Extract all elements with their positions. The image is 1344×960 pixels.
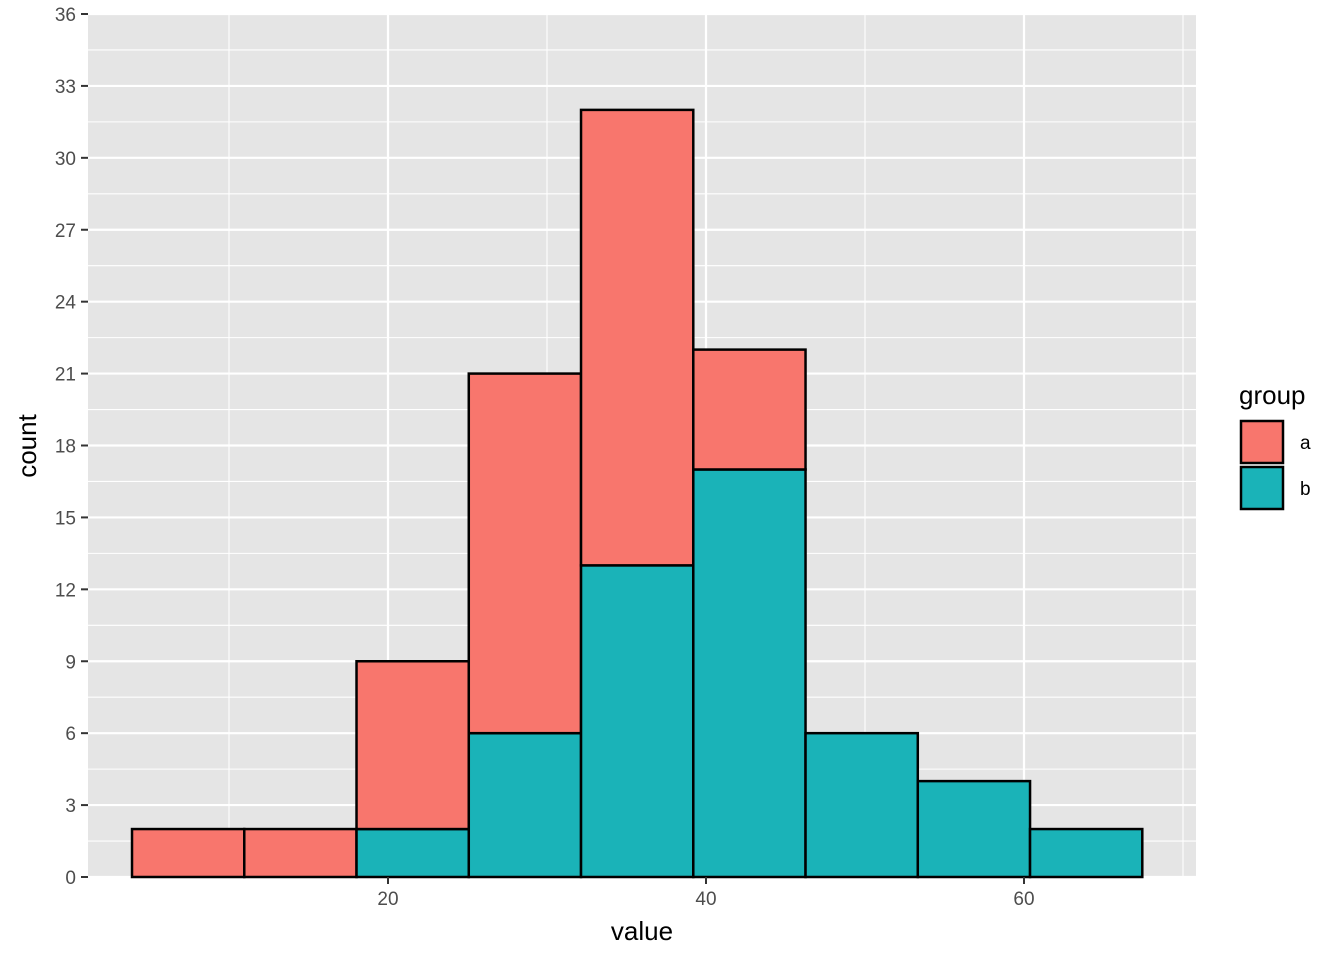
legend-label-a: a: [1300, 433, 1311, 454]
x-tick-label: 20: [377, 889, 398, 910]
y-tick-label: 30: [55, 149, 76, 170]
legend-title: group: [1239, 380, 1306, 410]
y-tick-label: 24: [55, 293, 77, 314]
bar-b-8: [1028, 827, 1144, 879]
legend: group a b: [1239, 380, 1311, 511]
y-tick-label: 36: [55, 5, 76, 26]
bar-b-7: [916, 779, 1032, 879]
x-tick-label: 60: [1013, 889, 1034, 910]
bar-a-0: [130, 827, 246, 879]
bar-a-1: [243, 827, 358, 879]
legend-label-b: b: [1300, 479, 1311, 500]
legend-key-a: [1239, 419, 1285, 465]
bar-a-5: [692, 348, 807, 471]
x-axis: 20 40 60: [377, 877, 1035, 910]
y-tick-label: 21: [55, 365, 76, 386]
y-tick-label: 3: [65, 796, 76, 817]
bar-b-3: [467, 731, 583, 879]
y-axis-title: count: [12, 413, 42, 477]
bar-a-3: [467, 372, 583, 735]
bars: [130, 108, 1144, 879]
bar-b-4: [579, 564, 695, 879]
bar-b-6: [804, 731, 920, 879]
y-tick-label: 33: [55, 77, 76, 98]
bar-a-2: [355, 660, 471, 831]
x-axis-title: value: [611, 916, 673, 946]
y-tick-label: 27: [55, 221, 76, 242]
y-tick-label: 6: [65, 724, 76, 745]
legend-key-b: [1239, 465, 1285, 511]
bar-a-4: [579, 108, 695, 567]
y-tick-label: 12: [55, 580, 76, 601]
bar-b-2: [355, 827, 471, 879]
bar-b-5: [692, 468, 807, 879]
y-tick-label: 15: [55, 508, 76, 529]
y-tick-label: 9: [65, 652, 76, 673]
y-tick-label: 0: [65, 868, 76, 889]
y-tick-label: 18: [55, 437, 76, 458]
x-tick-label: 40: [695, 889, 716, 910]
